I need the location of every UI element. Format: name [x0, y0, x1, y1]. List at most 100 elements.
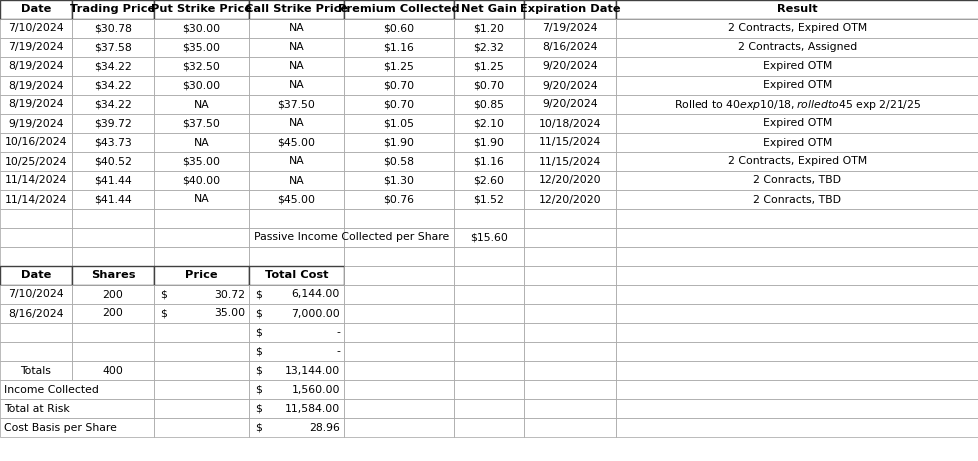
Text: Expired OTM: Expired OTM: [762, 61, 831, 71]
Bar: [343, 38, 454, 57]
Text: 8/16/2024: 8/16/2024: [8, 308, 64, 319]
Text: NA: NA: [289, 118, 304, 129]
Text: 2 Conracts, TBD: 2 Conracts, TBD: [753, 195, 841, 205]
Text: -: -: [335, 327, 339, 337]
Bar: [523, 57, 615, 76]
Text: Expired OTM: Expired OTM: [762, 137, 831, 148]
Bar: [0, 114, 72, 133]
Text: Shares: Shares: [91, 271, 135, 280]
Bar: [154, 209, 248, 228]
Bar: [154, 323, 248, 342]
Text: Total Cost: Total Cost: [264, 271, 328, 280]
Text: NA: NA: [289, 81, 304, 90]
Bar: [523, 95, 615, 114]
Bar: [343, 304, 454, 323]
Text: $: $: [159, 308, 166, 319]
Text: 2 Contracts, Assigned: 2 Contracts, Assigned: [737, 42, 857, 53]
Text: $35.00: $35.00: [182, 42, 220, 53]
Bar: [154, 361, 248, 380]
Bar: [454, 57, 523, 76]
Bar: [0, 152, 72, 171]
Bar: [454, 209, 523, 228]
Text: Totals: Totals: [21, 366, 52, 376]
Bar: [248, 323, 343, 342]
Bar: [154, 0, 248, 19]
Text: $0.76: $0.76: [383, 195, 414, 205]
Text: $37.58: $37.58: [94, 42, 132, 53]
Text: 30.72: 30.72: [214, 290, 244, 300]
Bar: [343, 247, 454, 266]
Text: $41.44: $41.44: [94, 176, 132, 185]
Text: $: $: [254, 366, 261, 376]
Bar: [454, 228, 523, 247]
Bar: [615, 133, 978, 152]
Text: $34.22: $34.22: [94, 81, 132, 90]
Bar: [72, 95, 154, 114]
Bar: [72, 0, 154, 19]
Bar: [154, 57, 248, 76]
Text: $30.00: $30.00: [182, 24, 220, 34]
Bar: [343, 95, 454, 114]
Bar: [454, 114, 523, 133]
Text: $2.60: $2.60: [473, 176, 504, 185]
Bar: [0, 0, 72, 19]
Bar: [248, 76, 343, 95]
Bar: [0, 418, 154, 437]
Text: Premium Collected: Premium Collected: [337, 5, 460, 14]
Bar: [523, 380, 615, 399]
Text: $30.78: $30.78: [94, 24, 132, 34]
Bar: [154, 133, 248, 152]
Text: $0.70: $0.70: [383, 81, 414, 90]
Bar: [615, 57, 978, 76]
Bar: [454, 266, 523, 285]
Text: $1.16: $1.16: [383, 42, 414, 53]
Bar: [615, 342, 978, 361]
Text: 200: 200: [103, 308, 123, 319]
Bar: [454, 361, 523, 380]
Bar: [615, 285, 978, 304]
Text: 7,000.00: 7,000.00: [290, 308, 339, 319]
Bar: [72, 19, 154, 38]
Bar: [0, 228, 72, 247]
Text: 9/20/2024: 9/20/2024: [542, 81, 598, 90]
Text: $15.60: $15.60: [469, 232, 508, 242]
Bar: [454, 380, 523, 399]
Text: 200: 200: [103, 290, 123, 300]
Text: NA: NA: [289, 61, 304, 71]
Text: 11/14/2024: 11/14/2024: [5, 176, 67, 185]
Bar: [523, 304, 615, 323]
Text: $2.32: $2.32: [473, 42, 504, 53]
Bar: [72, 361, 154, 380]
Bar: [523, 133, 615, 152]
Bar: [343, 342, 454, 361]
Bar: [0, 190, 72, 209]
Bar: [248, 209, 343, 228]
Text: $37.50: $37.50: [182, 118, 220, 129]
Text: 8/19/2024: 8/19/2024: [8, 81, 64, 90]
Text: $0.70: $0.70: [473, 81, 504, 90]
Bar: [154, 228, 248, 247]
Text: Rolled to $40 exp 10/18, rolled to $45 exp 2/21/25: Rolled to $40 exp 10/18, rolled to $45 e…: [673, 97, 920, 112]
Bar: [154, 399, 248, 418]
Bar: [0, 76, 72, 95]
Text: 9/20/2024: 9/20/2024: [542, 61, 598, 71]
Bar: [615, 152, 978, 171]
Bar: [248, 171, 343, 190]
Text: 2 Conracts, TBD: 2 Conracts, TBD: [753, 176, 841, 185]
Text: 7/19/2024: 7/19/2024: [542, 24, 598, 34]
Bar: [615, 228, 978, 247]
Bar: [0, 285, 72, 304]
Text: $37.50: $37.50: [278, 100, 315, 110]
Bar: [248, 95, 343, 114]
Bar: [454, 152, 523, 171]
Bar: [72, 209, 154, 228]
Bar: [343, 228, 454, 247]
Bar: [343, 418, 454, 437]
Bar: [72, 247, 154, 266]
Text: $35.00: $35.00: [182, 156, 220, 166]
Bar: [72, 228, 154, 247]
Bar: [523, 171, 615, 190]
Bar: [0, 380, 154, 399]
Text: 2 Contracts, Expired OTM: 2 Contracts, Expired OTM: [727, 24, 867, 34]
Bar: [72, 190, 154, 209]
